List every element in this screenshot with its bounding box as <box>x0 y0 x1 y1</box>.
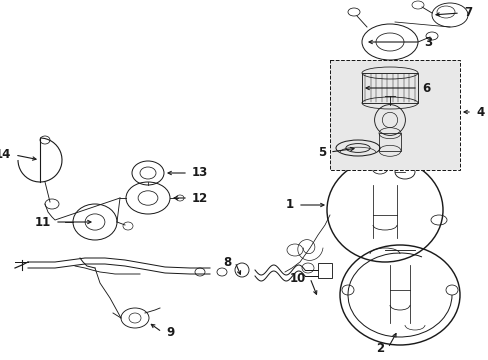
Text: 14: 14 <box>0 148 11 162</box>
Bar <box>317 263 331 278</box>
Text: 13: 13 <box>192 166 208 180</box>
Bar <box>329 60 459 170</box>
Text: 10: 10 <box>289 271 305 284</box>
Text: 3: 3 <box>423 36 431 49</box>
Text: 4: 4 <box>475 105 483 118</box>
Text: 12: 12 <box>192 192 208 204</box>
Text: 6: 6 <box>421 81 429 94</box>
Bar <box>329 60 459 170</box>
Text: 1: 1 <box>285 198 293 211</box>
Bar <box>361 73 417 103</box>
Text: 2: 2 <box>375 342 383 355</box>
Bar <box>378 133 400 151</box>
Text: 11: 11 <box>35 216 51 229</box>
Text: 8: 8 <box>223 256 230 269</box>
Text: 9: 9 <box>165 325 174 338</box>
Text: 7: 7 <box>463 6 471 19</box>
Text: 5: 5 <box>317 145 325 158</box>
